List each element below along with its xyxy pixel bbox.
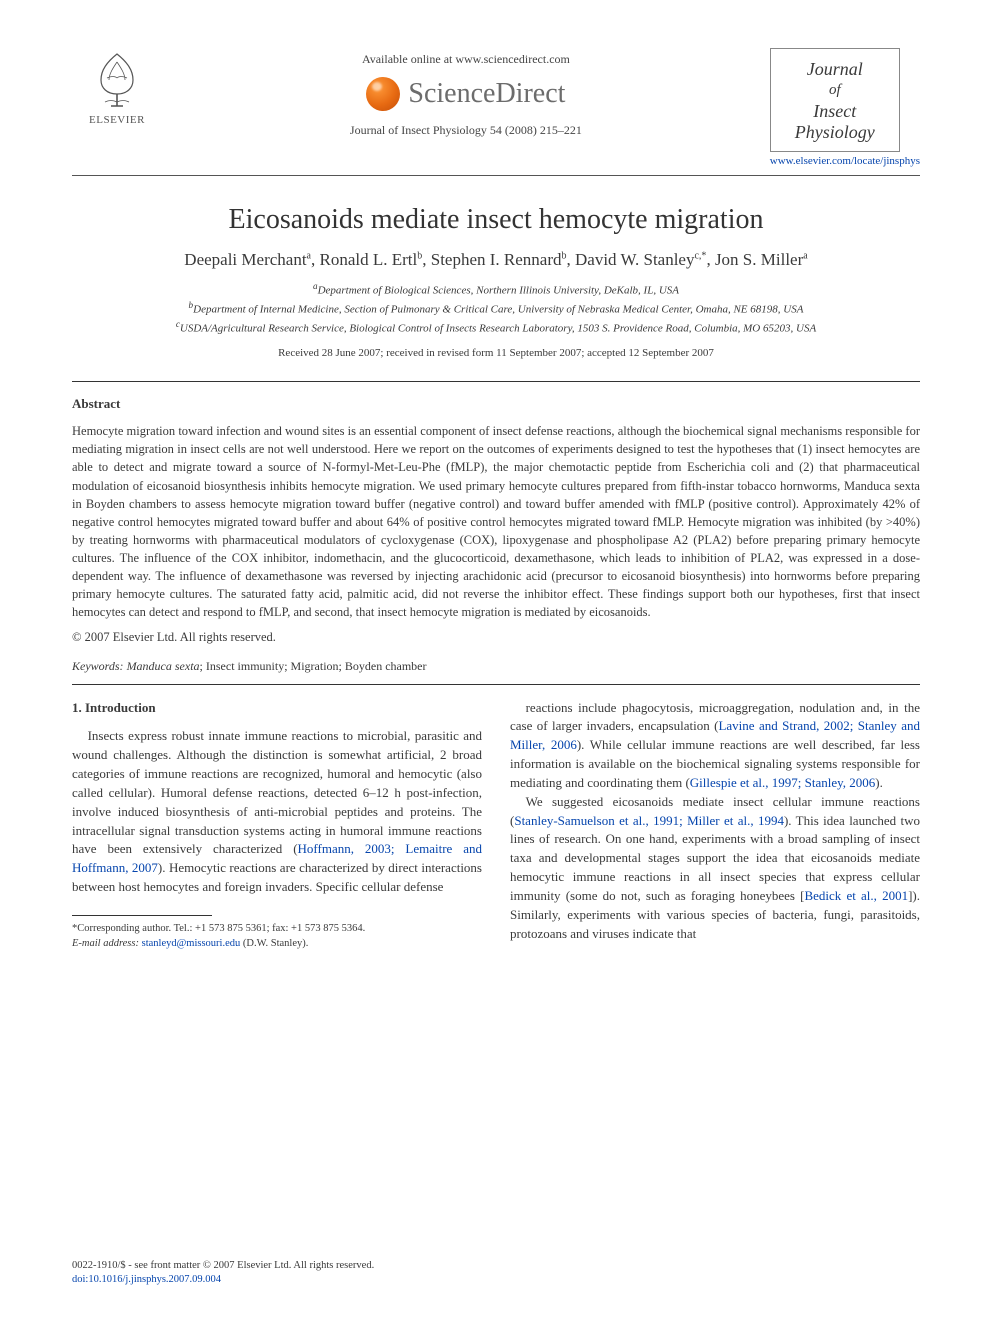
journal-locate-link[interactable]: www.elsevier.com/locate/jinsphys bbox=[770, 155, 920, 167]
header-rule bbox=[72, 175, 920, 176]
email-owner: (D.W. Stanley). bbox=[243, 938, 309, 949]
affiliations: aDepartment of Biological Sciences, Nort… bbox=[72, 280, 920, 337]
affiliation-b: bDepartment of Internal Medicine, Sectio… bbox=[72, 299, 920, 318]
col2-paragraph-1: reactions include phagocytosis, microagg… bbox=[510, 699, 920, 793]
affiliation-a: aDepartment of Biological Sciences, Nort… bbox=[72, 280, 920, 299]
footer-doi[interactable]: doi:10.1016/j.jinsphys.2007.09.004 bbox=[72, 1273, 374, 1287]
corresponding-author-footnote: *Corresponding author. Tel.: +1 573 875 … bbox=[72, 922, 482, 951]
footer-front-matter: 0022-1910/$ - see front matter © 2007 El… bbox=[72, 1259, 374, 1273]
journal-title-line-1: Journal bbox=[777, 59, 893, 80]
abstract-bottom-rule bbox=[72, 684, 920, 685]
sciencedirect-logo: ScienceDirect bbox=[162, 77, 770, 111]
sciencedirect-orb-icon bbox=[366, 77, 400, 111]
article-title: Eicosanoids mediate insect hemocyte migr… bbox=[72, 204, 920, 236]
column-left: 1. Introduction Insects express robust i… bbox=[72, 699, 482, 952]
column-right: reactions include phagocytosis, microagg… bbox=[510, 699, 920, 952]
page-footer: 0022-1910/$ - see front matter © 2007 El… bbox=[72, 1259, 374, 1287]
keywords-label: Keywords: bbox=[72, 659, 124, 673]
elsevier-logo-block: ELSEVIER bbox=[72, 48, 162, 126]
available-online-text: Available online at www.sciencedirect.co… bbox=[162, 52, 770, 67]
ref-bedick[interactable]: Bedick et al., 2001 bbox=[804, 888, 908, 903]
col2-text-1c: ). bbox=[875, 775, 883, 790]
email-label: E-mail address: bbox=[72, 938, 139, 949]
abstract-top-rule bbox=[72, 381, 920, 382]
journal-cover-block: Journal of Insect Physiology www.elsevie… bbox=[770, 48, 920, 167]
elsevier-tree-icon bbox=[85, 48, 149, 112]
keywords-first: Manduca sexta bbox=[127, 659, 200, 673]
abstract-body: Hemocyte migration toward infection and … bbox=[72, 422, 920, 621]
affiliation-c: cUSDA/Agricultural Research Service, Bio… bbox=[72, 318, 920, 337]
col1-text-a: Insects express robust innate immune rea… bbox=[72, 728, 482, 856]
section-heading: 1. Introduction bbox=[72, 699, 482, 718]
keywords-rest: ; Insect immunity; Migration; Boyden cha… bbox=[200, 659, 427, 673]
col2-paragraph-2: We suggested eicosanoids mediate insect … bbox=[510, 793, 920, 944]
footnote-separator bbox=[72, 915, 212, 916]
affiliation-a-text: Department of Biological Sciences, North… bbox=[318, 285, 679, 297]
journal-reference: Journal of Insect Physiology 54 (2008) 2… bbox=[162, 123, 770, 138]
journal-cover: Journal of Insect Physiology bbox=[770, 48, 900, 152]
affiliation-c-text: USDA/Agricultural Research Service, Biol… bbox=[180, 323, 816, 335]
corr-email[interactable]: stanleyd@missouri.edu bbox=[142, 938, 241, 949]
journal-title-line-4: Physiology bbox=[777, 122, 893, 143]
center-header: Available online at www.sciencedirect.co… bbox=[162, 48, 770, 138]
ref-stanley-samuelson[interactable]: Stanley-Samuelson et al., 1991; Miller e… bbox=[514, 813, 784, 828]
header-row: ELSEVIER Available online at www.science… bbox=[72, 48, 920, 167]
body-columns: 1. Introduction Insects express robust i… bbox=[72, 699, 920, 952]
corr-email-line: E-mail address: stanleyd@missouri.edu (D… bbox=[72, 937, 482, 952]
abstract-label: Abstract bbox=[72, 396, 920, 412]
sciencedirect-text: ScienceDirect bbox=[408, 78, 565, 110]
ref-gillespie[interactable]: Gillespie et al., 1997; Stanley, 2006 bbox=[690, 775, 875, 790]
elsevier-label: ELSEVIER bbox=[89, 114, 145, 126]
corr-author-line: *Corresponding author. Tel.: +1 573 875 … bbox=[72, 922, 482, 937]
article-history: Received 28 June 2007; received in revis… bbox=[72, 347, 920, 359]
abstract-copyright: © 2007 Elsevier Ltd. All rights reserved… bbox=[72, 630, 920, 645]
journal-title-line-3: Insect bbox=[777, 101, 893, 122]
authors-line: Deepali Merchanta, Ronald L. Ertlb, Step… bbox=[72, 250, 920, 270]
journal-title-line-2: of bbox=[777, 82, 893, 99]
keywords-line: Keywords: Manduca sexta; Insect immunity… bbox=[72, 659, 920, 674]
col1-paragraph: Insects express robust innate immune rea… bbox=[72, 727, 482, 897]
affiliation-b-text: Department of Internal Medicine, Section… bbox=[193, 304, 803, 316]
